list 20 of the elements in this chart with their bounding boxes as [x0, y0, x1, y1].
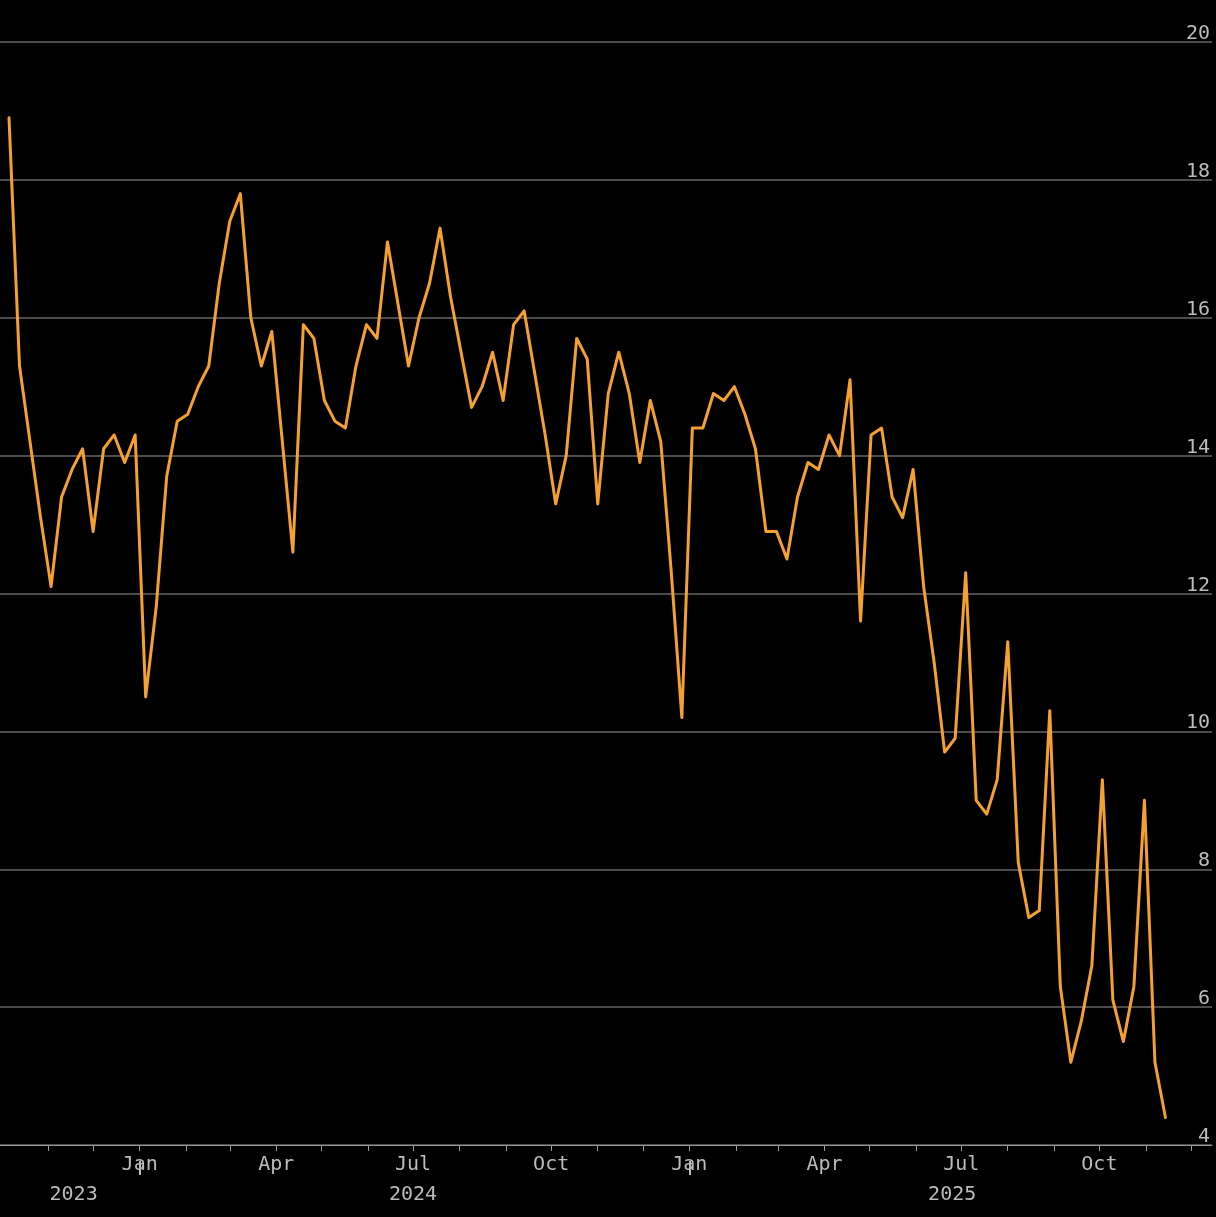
x2-tick-label: 2025	[928, 1181, 977, 1205]
x-tick-label: Apr	[806, 1151, 843, 1175]
x-tick-label: Apr	[258, 1151, 295, 1175]
y-tick-label: 16	[1185, 295, 1210, 320]
x-tick-label: Jul	[394, 1151, 432, 1175]
y-tick-label: 14	[1185, 433, 1210, 458]
y-tick-label: 6	[1197, 985, 1210, 1010]
x-tick-label: Oct	[533, 1151, 570, 1175]
x-tick-label: Jan	[671, 1151, 708, 1175]
y-tick-label: 20	[1185, 20, 1210, 44]
x-tick-label: Jul	[943, 1151, 980, 1175]
y-tick-label: 18	[1185, 157, 1210, 182]
y-tick-label: 8	[1197, 847, 1210, 872]
y-tick-label: 12	[1185, 571, 1210, 596]
y-tick-label: 4	[1197, 1123, 1210, 1147]
x2-tick-label: 2024	[388, 1181, 438, 1205]
x-tick-label: Jan	[121, 1151, 158, 1175]
x2-tick-label: 2023	[49, 1181, 98, 1205]
x-tick-label: Oct	[1081, 1151, 1118, 1175]
y-tick-label: 10	[1185, 709, 1210, 734]
